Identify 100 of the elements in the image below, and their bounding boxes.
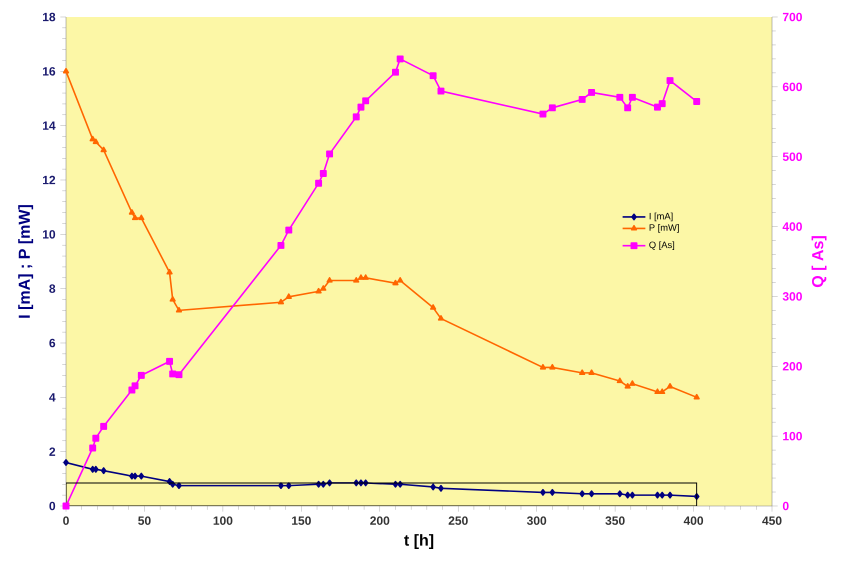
point [286, 293, 292, 299]
y2-tick-label: 0 [782, 502, 789, 510]
point [278, 298, 284, 304]
point [616, 94, 624, 101]
point [63, 459, 69, 466]
y2-tick-label: 400 [782, 222, 802, 231]
legend-label: P [mW] [650, 224, 679, 233]
point [128, 209, 136, 215]
point [616, 378, 623, 384]
point [132, 382, 139, 390]
y-tick-label: 4 [49, 393, 56, 402]
point [285, 226, 292, 234]
legend-label: I [mA] [650, 212, 673, 222]
point [320, 170, 327, 177]
point [396, 55, 404, 62]
point [357, 104, 364, 111]
x-tick-label: 0 [63, 516, 69, 525]
point [138, 472, 144, 480]
point [438, 484, 444, 492]
y-tick-label: 0 [49, 502, 56, 510]
point [548, 104, 556, 112]
point [539, 110, 546, 118]
point [588, 369, 595, 376]
x-tick-label: 400 [684, 516, 704, 525]
point [132, 214, 138, 220]
point [579, 490, 585, 498]
y-tick-label: 16 [43, 67, 56, 76]
point [624, 492, 630, 499]
point [138, 214, 144, 220]
point [278, 482, 284, 490]
point [176, 482, 182, 490]
point [629, 380, 636, 386]
point [654, 388, 661, 394]
point [693, 98, 700, 105]
point [176, 371, 182, 378]
legend-label: Q [As] [649, 241, 674, 250]
point [352, 113, 360, 120]
point [315, 180, 322, 187]
point [438, 315, 444, 321]
point [397, 277, 404, 283]
point [362, 274, 369, 280]
point [630, 492, 636, 499]
point [549, 364, 556, 370]
point [578, 96, 586, 103]
point [92, 434, 100, 442]
y-tick-label: 8 [49, 284, 56, 293]
point [430, 304, 436, 310]
point [326, 277, 333, 283]
x-tick-label: 100 [214, 516, 232, 525]
y2-tick-label: 100 [783, 432, 802, 440]
point [286, 482, 292, 490]
point [430, 72, 437, 80]
x-tick-label: 50 [138, 516, 151, 525]
x-tick-label: 250 [448, 516, 468, 525]
point [100, 422, 108, 430]
y2-tick-label: 500 [782, 152, 802, 161]
point [392, 280, 399, 286]
point [176, 306, 182, 313]
point [628, 94, 636, 101]
point [362, 97, 370, 104]
point [438, 88, 444, 95]
y-tick-label: 12 [43, 176, 56, 184]
point [430, 484, 436, 490]
point [166, 268, 173, 274]
point [579, 369, 586, 376]
y-tick-label: 14 [43, 122, 56, 130]
x-tick-label: 300 [526, 516, 546, 525]
point [89, 444, 96, 452]
point [540, 364, 546, 370]
point [666, 77, 674, 84]
y2-tick-label: 300 [782, 292, 802, 301]
point [624, 382, 631, 389]
point [392, 68, 399, 76]
point [62, 502, 70, 510]
point [326, 150, 334, 158]
point [100, 467, 106, 474]
y-tick-label: 18 [43, 12, 56, 22]
point [588, 88, 596, 96]
x-tick-label: 450 [762, 516, 782, 525]
point [138, 372, 145, 379]
x-tick-label: 150 [292, 516, 311, 525]
point [550, 488, 556, 496]
y2-tick-label: 200 [782, 362, 802, 371]
point [169, 370, 176, 378]
point [588, 490, 594, 498]
y2-tick-label: 600 [782, 82, 802, 92]
point [170, 296, 176, 302]
y2-axis-title: Q [ As] [812, 236, 826, 288]
point [277, 242, 284, 249]
point [353, 277, 360, 283]
y-tick-label: 10 [43, 230, 56, 239]
point [93, 466, 99, 473]
point [166, 358, 174, 365]
y2-tick-label: 700 [782, 12, 802, 22]
point [92, 138, 99, 144]
point [540, 488, 546, 496]
x-axis-title: t [h] [404, 534, 434, 549]
y-tick-label: 6 [49, 338, 56, 348]
point [617, 490, 623, 498]
point [654, 492, 660, 499]
